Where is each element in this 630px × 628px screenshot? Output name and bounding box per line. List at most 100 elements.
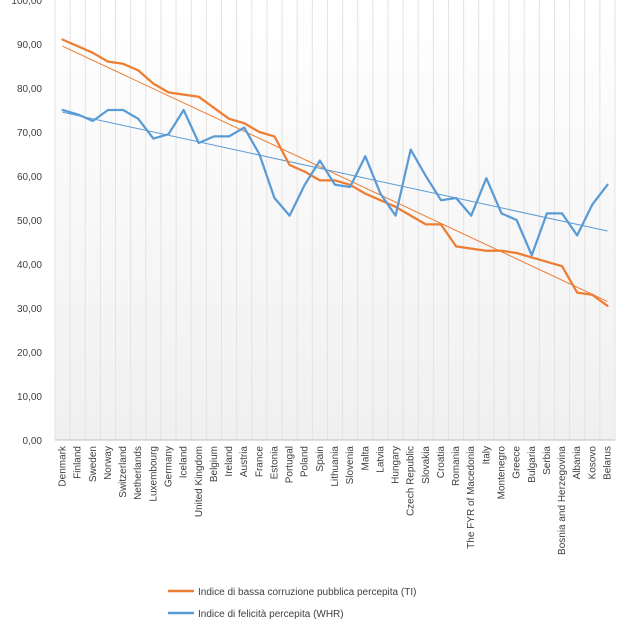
data-point-series-2 [364, 155, 367, 157]
x-tick-label: Netherlands [133, 446, 144, 500]
x-tick-label: Spain [315, 446, 326, 472]
data-point-series-2 [258, 153, 261, 155]
data-point-series-2 [425, 175, 427, 177]
data-point-series-1 [122, 63, 124, 65]
legend-item-whr: Indice di felicità percepita (WHR) [168, 609, 344, 620]
data-point-series-1 [76, 45, 79, 47]
y-tick-label: 80,00 [17, 84, 42, 95]
data-point-series-1 [606, 305, 609, 307]
x-tick-label: Croatia [436, 446, 447, 479]
x-tick-label: Denmark [58, 445, 69, 487]
legend-label-whr: Indice di felicità percepita (WHR) [198, 609, 344, 620]
y-tick-label: 10,00 [17, 392, 42, 403]
data-point-series-1 [515, 252, 518, 254]
data-point-series-1 [197, 96, 200, 98]
data-point-series-1 [167, 91, 170, 94]
data-point-series-2 [409, 148, 412, 151]
trendline-series-1 [62, 45, 608, 302]
data-point-series-1 [92, 52, 94, 54]
x-tick-label: Italy [481, 446, 492, 464]
data-point-series-1 [455, 245, 457, 248]
x-tick-label: Sweden [88, 446, 99, 482]
x-tick-label: United Kingdom [194, 446, 205, 517]
y-tick-label: 40,00 [17, 260, 42, 271]
data-point-series-2 [546, 212, 548, 215]
x-tick-label: Finland [73, 446, 84, 479]
x-tick-label: Kosovo [587, 446, 598, 480]
data-point-series-2 [379, 192, 382, 195]
data-point-series-1 [273, 135, 276, 138]
x-tick-label: Greece [512, 446, 523, 479]
x-tick-label: Estonia [269, 446, 280, 480]
data-point-series-2 [197, 142, 200, 144]
y-tick-label: 60,00 [17, 172, 42, 183]
y-tick-label: 70,00 [17, 128, 42, 139]
data-point-series-1 [303, 170, 306, 173]
data-point-series-1 [500, 250, 503, 252]
data-point-series-2 [167, 133, 170, 135]
data-point-series-1 [182, 93, 185, 96]
x-tick-label: Hungary [391, 446, 402, 484]
data-point-series-1 [440, 223, 442, 226]
data-point-series-2 [455, 197, 457, 199]
y-axis-ticks: 0,00 10,00 20,00 30,00 40,00 50,00 60,00 70,00 8… [11, 0, 42, 447]
data-point-series-2 [334, 184, 336, 186]
data-point-series-1 [485, 250, 488, 252]
plot-area-background [55, 0, 615, 440]
y-tick-label: 0,00 [23, 436, 43, 447]
x-tick-label: Austria [239, 446, 250, 478]
x-tick-label: Slovenia [345, 446, 356, 485]
data-point-series-2 [228, 135, 230, 138]
data-point-series-2 [530, 254, 533, 256]
data-point-series-2 [500, 212, 503, 215]
data-point-series-1 [319, 179, 321, 182]
data-point-series-1 [394, 206, 397, 208]
data-point-series-1 [576, 291, 578, 294]
data-point-series-1 [379, 199, 382, 201]
data-point-series-1 [470, 247, 473, 250]
x-tick-label: Switzerland [118, 446, 129, 498]
data-point-series-1 [425, 223, 427, 226]
y-tick-label: 20,00 [17, 348, 42, 359]
x-tick-label: The FYR of Macedonia [466, 446, 477, 549]
data-point-series-2 [92, 120, 94, 122]
x-tick-label: Montenegro [496, 446, 507, 500]
x-axis-ticks: Denmark Finland Sweden Norway Switzerland Net… [58, 445, 614, 555]
y-tick-label: 90,00 [17, 40, 42, 51]
data-point-series-1 [137, 69, 140, 72]
data-point-series-2 [288, 214, 291, 217]
data-point-series-2 [515, 219, 518, 221]
trendline-series-2 [62, 111, 608, 232]
x-tick-label: Czech Republic [406, 446, 417, 516]
data-point-series-2 [76, 113, 79, 116]
data-point-series-1 [530, 256, 533, 259]
data-point-series-1 [288, 164, 291, 166]
data-point-series-2 [561, 212, 563, 215]
x-tick-label: Latvia [375, 446, 386, 473]
data-point-series-1 [334, 179, 336, 182]
data-point-series-2 [349, 186, 351, 188]
x-tick-label: Romania [451, 446, 462, 486]
data-point-series-1 [591, 294, 594, 296]
x-tick-label: Belarus [602, 446, 613, 480]
data-point-series-2 [213, 135, 215, 138]
legend: Indice di bassa corruzione pubblica perc… [168, 587, 416, 620]
data-series [61, 38, 609, 307]
data-point-series-2 [152, 137, 155, 140]
x-tick-label: Malta [360, 446, 371, 471]
x-tick-label: Poland [300, 446, 311, 477]
x-tick-label: Slovakia [421, 446, 432, 484]
x-tick-label: Bosnia and Herzegovina [557, 446, 568, 555]
x-tick-label: France [254, 446, 265, 478]
x-tick-label: Ireland [224, 446, 235, 477]
data-point-series-2 [137, 118, 140, 120]
y-tick-label: 30,00 [17, 304, 42, 315]
x-tick-label: Albania [572, 446, 583, 480]
data-point-series-1 [258, 131, 261, 133]
data-point-series-2 [303, 184, 306, 186]
data-point-series-1 [61, 38, 64, 41]
data-point-series-1 [409, 214, 412, 217]
data-point-series-1 [546, 261, 548, 263]
data-point-series-2 [576, 234, 578, 237]
data-point-series-1 [213, 107, 215, 109]
